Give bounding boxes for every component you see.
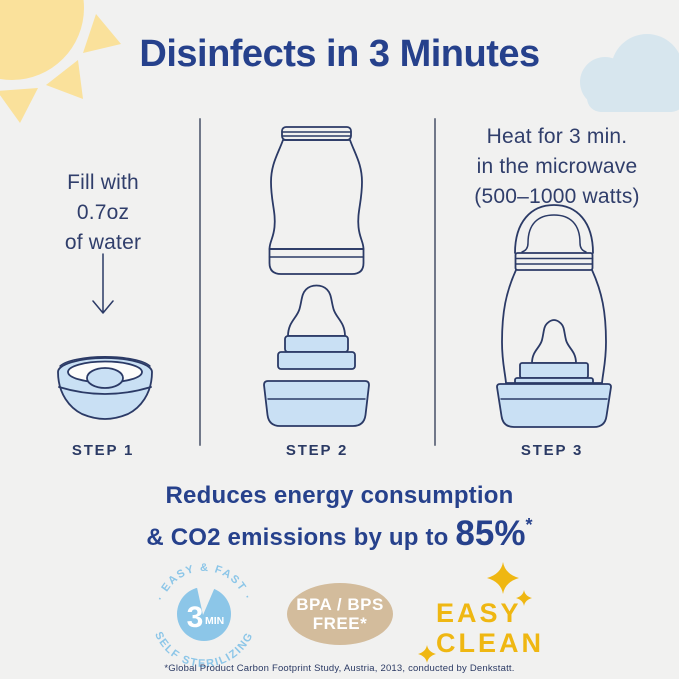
step3-instruction-line: Heat for 3 min. [486,125,628,148]
claim-line1: Reduces energy consumption [165,482,514,509]
step1-instruction-line: Fill with [67,171,139,194]
sparkle-icon [418,645,436,663]
step1-instruction-line: of water [64,231,142,254]
assembled-bottle-icon [496,204,612,428]
footnote: *Global Product Carbon Footprint Study, … [164,663,515,674]
bpa-badge-line1: BPA / BPS [296,595,384,614]
easy-clean-line1: EASY [436,598,522,628]
sparkle-icon [516,590,532,606]
energy-claim: Reduces energy consumption & CO2 emissio… [0,482,679,554]
water-bowl-icon [57,356,153,420]
bottle-parts-icon [263,126,370,427]
page-title: Disinfects in 3 Minutes [139,33,540,75]
step3-instruction-line: in the microwave [476,155,638,178]
cloud-icon [580,34,679,112]
claim-line2-text: & CO2 emissions by up to [146,524,449,551]
step3-instruction: Heat for 3 min. in the microwave (500–10… [442,122,672,212]
claim-line2: & CO2 emissions by up to 85%* [0,514,679,554]
claim-highlight: 85% [455,514,526,553]
easy-clean-line2: CLEAN [436,628,544,658]
step3-instruction-line: (500–1000 watts) [474,185,640,208]
step3-label: STEP 3 [520,442,584,459]
step1-instruction-line: 0.7oz [76,201,130,224]
timer-circle-icon [177,587,231,641]
bpa-badge-line2: FREE* [312,614,368,633]
step1-instruction: Fill with 0.7oz of water [20,168,186,258]
self-sterilizing-badge: 3 MIN · EASY & FAST · SELF STERILIZING [152,562,254,670]
bpa-free-badge: BPA / BPS FREE* [287,583,393,645]
step1-label: STEP 1 [71,442,135,459]
easy-clean-badge: EASY CLEAN [436,598,544,658]
column-divider-right [434,118,436,446]
step2-label: STEP 2 [285,442,349,459]
badge-number: 3 [187,601,204,634]
claim-asterisk: * [525,515,533,535]
column-divider-left [199,118,201,446]
sparkle-icon [487,562,519,594]
timer-wedge-icon [196,583,215,615]
badge-unit: MIN [205,615,224,627]
arrow-down-icon [92,253,114,314]
sun-icon [0,0,121,123]
